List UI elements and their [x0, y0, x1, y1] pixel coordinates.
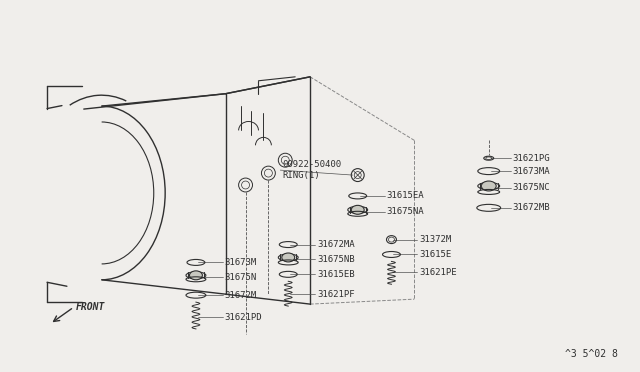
- Text: 31621PG: 31621PG: [513, 154, 550, 163]
- Text: 31673M: 31673M: [225, 258, 257, 267]
- Text: 31621PF: 31621PF: [317, 290, 355, 299]
- Text: 31675NC: 31675NC: [513, 183, 550, 192]
- Text: FRONT: FRONT: [76, 302, 105, 312]
- Text: 31621PD: 31621PD: [225, 312, 262, 321]
- Ellipse shape: [282, 253, 294, 262]
- Text: 31672MA: 31672MA: [317, 240, 355, 249]
- Text: 31672MB: 31672MB: [513, 203, 550, 212]
- Text: 31675NB: 31675NB: [317, 255, 355, 264]
- Text: 31615E: 31615E: [419, 250, 451, 259]
- Text: 31675NA: 31675NA: [387, 207, 424, 216]
- Ellipse shape: [351, 205, 364, 214]
- Text: ^3 5^02 8: ^3 5^02 8: [565, 349, 618, 359]
- Text: 31621PE: 31621PE: [419, 268, 457, 277]
- Text: 31675N: 31675N: [225, 273, 257, 282]
- Text: 31615EA: 31615EA: [387, 192, 424, 201]
- Text: 31372M: 31372M: [419, 235, 451, 244]
- Text: 31615EB: 31615EB: [317, 270, 355, 279]
- Ellipse shape: [481, 181, 496, 191]
- Text: 31673MA: 31673MA: [513, 167, 550, 176]
- Ellipse shape: [189, 271, 202, 280]
- Text: 00922-50400
RING(1): 00922-50400 RING(1): [282, 160, 341, 180]
- Text: 31672M: 31672M: [225, 291, 257, 300]
